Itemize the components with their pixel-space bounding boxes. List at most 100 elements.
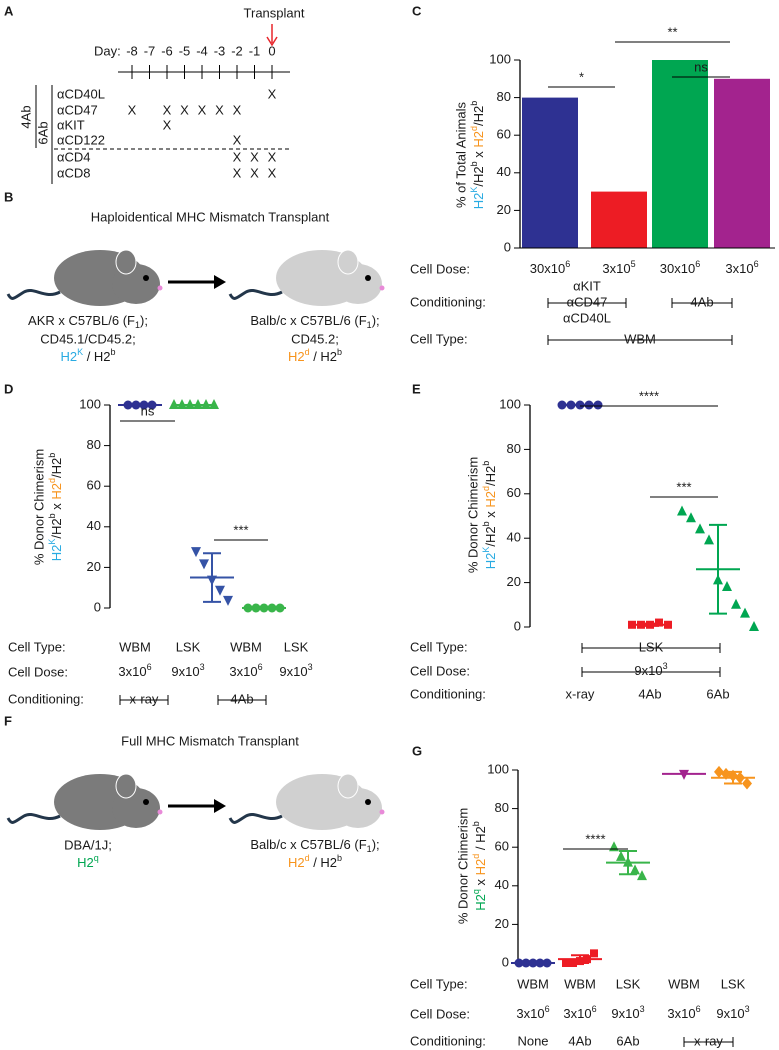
data-point: [215, 585, 225, 596]
text-segment: 3x10: [563, 1006, 591, 1021]
significance-label: ***: [233, 522, 248, 537]
panel-label: E: [412, 381, 421, 396]
range-bracket: [581, 643, 721, 653]
text-segment: d: [481, 486, 491, 491]
day-label: -2: [231, 43, 243, 58]
y-tick-label: 100: [489, 51, 511, 66]
text-segment: 6: [754, 259, 759, 269]
significance-label: ns: [694, 59, 708, 74]
dose-mark: X: [250, 165, 259, 180]
row-cell: αCD40L: [563, 310, 611, 325]
dose-mark: X: [233, 132, 242, 147]
text-segment: x: [471, 148, 486, 162]
text-segment: H2: [77, 855, 94, 870]
data-point: [267, 603, 277, 613]
data-point: [679, 769, 689, 780]
text-segment: 6: [258, 662, 263, 672]
y-tick-label: 60: [507, 485, 521, 500]
row-label: Cell Dose:: [410, 663, 470, 678]
rotated-label: H2q x H2d / H2b: [471, 821, 488, 911]
y-tick-label: 0: [94, 599, 101, 614]
donor-text: CD45.1/CD45.2;: [40, 331, 135, 346]
text-segment: H2: [471, 131, 486, 148]
text-segment: 3x10: [602, 261, 630, 276]
row-cell: 4Ab: [568, 1033, 591, 1048]
row-label: Cell Type:: [8, 639, 66, 654]
data-point: [731, 598, 741, 609]
arrow-head: [266, 36, 278, 47]
text-segment: K: [77, 347, 83, 357]
y-tick-label: 20: [87, 559, 101, 574]
text-segment: 9x10: [634, 663, 662, 678]
text-segment: 3: [663, 661, 668, 671]
recipient-text: H2d / H2b: [288, 347, 342, 364]
y-tick-label: 80: [497, 89, 511, 104]
mouse: [6, 773, 163, 830]
text-segment: d: [305, 347, 310, 357]
dose-mark: X: [163, 102, 172, 117]
row-cell: 6Ab: [616, 1033, 639, 1048]
range-bracket: [217, 695, 267, 705]
dose-mark: X: [163, 117, 172, 132]
day-title: Day:: [94, 43, 121, 58]
mouse-tail: [6, 289, 61, 300]
text-segment: );: [140, 313, 148, 328]
antibody-label: αKIT: [57, 117, 85, 132]
data-point: [575, 400, 585, 410]
text-segment: 3: [640, 1004, 645, 1014]
text-segment: b: [469, 161, 479, 166]
row-cell: x-ray: [694, 1033, 723, 1048]
data-point: [583, 955, 591, 964]
dose-mark: X: [233, 165, 242, 180]
data-point: [177, 399, 187, 409]
antibody-label: αCD8: [57, 165, 91, 180]
text-segment: H2: [49, 545, 64, 562]
y-axis-label: H2K/H2b x H2d/H2b: [481, 461, 498, 570]
row-cell: 30x106: [530, 259, 570, 276]
y-tick-label: 0: [502, 954, 509, 969]
y-tick-label: 100: [79, 396, 101, 411]
data-point: [735, 771, 745, 784]
rotated-label: % Donor Chimerism: [31, 449, 46, 565]
text-segment: 3: [308, 662, 313, 672]
text-segment: d: [47, 478, 57, 483]
dose-mark: X: [128, 102, 137, 117]
text-segment: q: [471, 889, 481, 894]
data-point: [131, 400, 141, 410]
bar: [522, 97, 578, 248]
text-segment: 6: [545, 1004, 550, 1014]
y-tick-label: 40: [507, 530, 521, 545]
data-point: [169, 399, 179, 409]
text-segment: 30x10: [530, 261, 565, 276]
row-cell: WBM: [668, 976, 700, 991]
y-tick-label: 40: [495, 877, 509, 892]
row-cell: 4Ab: [230, 691, 253, 706]
row-label: Cell Dose:: [410, 1006, 470, 1021]
day-label: -4: [196, 43, 208, 58]
panel-label: G: [412, 743, 422, 758]
dose-mark: X: [268, 86, 277, 101]
text-segment: b: [337, 853, 342, 863]
data-point: [191, 547, 201, 558]
rotated-label: % Donor Chimerism: [455, 808, 470, 924]
row-cell: WBM: [517, 976, 549, 991]
antibody-label: αCD47: [57, 102, 98, 117]
row-cell: 9x103: [611, 1004, 644, 1021]
data-point: [623, 856, 633, 867]
data-point: [584, 400, 594, 410]
row-cell: WBM: [624, 331, 656, 346]
arrow-head: [214, 799, 226, 813]
mouse: [228, 249, 385, 306]
rotated-label: % Donor Chimerism: [465, 457, 480, 573]
text-segment: b: [111, 347, 116, 357]
y-axis-label: H2q x H2d / H2b: [471, 821, 488, 911]
row-cell: WBM: [119, 639, 151, 654]
text-segment: b: [337, 347, 342, 357]
data-point: [201, 399, 211, 409]
donor-text: DBA/1J;: [64, 837, 112, 852]
row-cell: LSK: [721, 976, 746, 991]
data-point: [609, 841, 619, 852]
mouse-ear: [337, 249, 359, 275]
mouse-nose: [157, 285, 163, 291]
text-segment: Balb/c x C57BL/6 (F: [250, 313, 366, 328]
